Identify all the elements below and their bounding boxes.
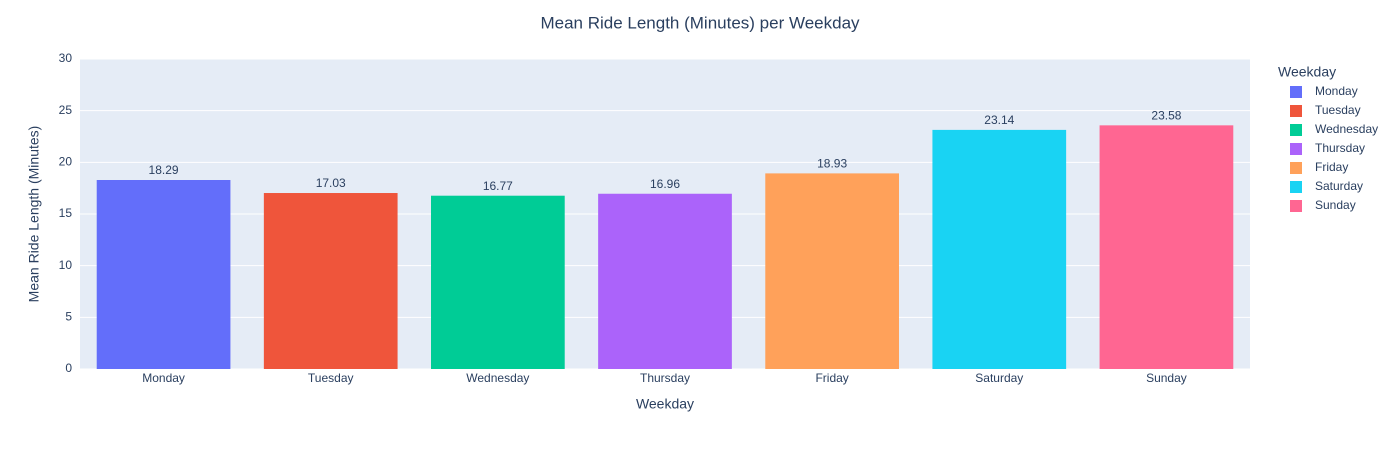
x-tick-label: Wednesday xyxy=(466,371,529,385)
legend-title: Weekday xyxy=(1278,64,1336,80)
data-label: 17.03 xyxy=(316,176,346,190)
bar xyxy=(765,173,899,369)
x-tick-label: Tuesday xyxy=(308,371,354,385)
legend-swatch[interactable] xyxy=(1290,181,1302,193)
legend-swatch[interactable] xyxy=(1290,124,1302,136)
data-label: 18.93 xyxy=(817,157,847,171)
legend-label[interactable]: Monday xyxy=(1315,84,1358,98)
legend-swatch[interactable] xyxy=(1290,105,1302,117)
chart-title: Mean Ride Length (Minutes) per Weekday xyxy=(540,13,860,32)
legend-label[interactable]: Tuesday xyxy=(1315,103,1361,117)
legend-label[interactable]: Saturday xyxy=(1315,179,1363,193)
legend-label[interactable]: Wednesday xyxy=(1315,122,1378,136)
x-tick-label: Thursday xyxy=(640,371,690,385)
data-label: 18.29 xyxy=(149,163,179,177)
bar xyxy=(598,193,732,369)
legend-swatch[interactable] xyxy=(1290,143,1302,155)
x-tick-label: Friday xyxy=(815,371,848,385)
legend-swatch[interactable] xyxy=(1290,162,1302,174)
legend-label[interactable]: Sunday xyxy=(1315,198,1356,212)
legend-swatch[interactable] xyxy=(1290,86,1302,98)
y-tick-label: 10 xyxy=(59,258,73,272)
legend-label[interactable]: Thursday xyxy=(1315,141,1365,155)
y-tick-label: 25 xyxy=(59,103,73,117)
bar xyxy=(263,193,398,369)
legend-swatch[interactable] xyxy=(1290,200,1302,212)
y-tick-label: 30 xyxy=(59,51,73,65)
data-label: 23.58 xyxy=(1151,109,1181,123)
bar xyxy=(932,129,1067,369)
y-tick-label: 15 xyxy=(59,206,73,220)
y-tick-label: 5 xyxy=(65,310,72,324)
y-axis-title: Mean Ride Length (Minutes) xyxy=(26,126,42,303)
bar xyxy=(96,180,231,369)
y-tick-label: 0 xyxy=(65,361,72,375)
bar xyxy=(1099,125,1234,369)
legend-label[interactable]: Friday xyxy=(1315,160,1348,174)
x-tick-label: Saturday xyxy=(975,371,1023,385)
x-tick-label: Sunday xyxy=(1146,371,1187,385)
data-label: 16.77 xyxy=(483,179,513,193)
data-label: 23.14 xyxy=(984,113,1014,127)
x-tick-label: Monday xyxy=(142,371,185,385)
data-label: 16.96 xyxy=(650,177,680,191)
y-tick-label: 20 xyxy=(59,155,73,169)
x-axis-title: Weekday xyxy=(636,396,694,412)
bar xyxy=(431,195,565,369)
